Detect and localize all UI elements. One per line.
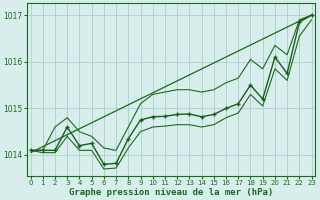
X-axis label: Graphe pression niveau de la mer (hPa): Graphe pression niveau de la mer (hPa) bbox=[69, 188, 273, 197]
